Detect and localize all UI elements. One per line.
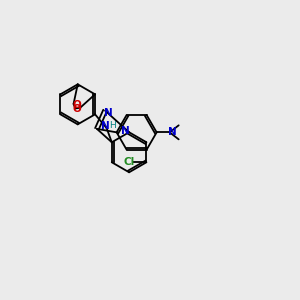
Text: N: N bbox=[101, 121, 110, 131]
Text: O: O bbox=[72, 100, 81, 110]
Text: H: H bbox=[109, 121, 116, 130]
Text: N: N bbox=[168, 127, 177, 137]
Text: O: O bbox=[73, 104, 82, 114]
Text: N: N bbox=[104, 108, 112, 118]
Text: Cl: Cl bbox=[123, 157, 134, 167]
Text: N: N bbox=[121, 127, 130, 136]
